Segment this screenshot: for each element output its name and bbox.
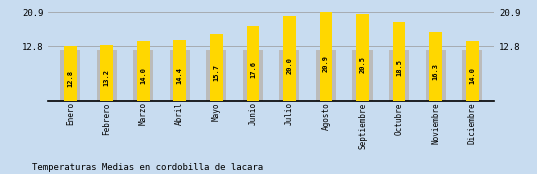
Text: 17.6: 17.6 xyxy=(250,61,256,78)
Bar xyxy=(389,50,409,101)
Bar xyxy=(429,32,442,101)
Text: 14.0: 14.0 xyxy=(140,67,146,84)
Text: 15.7: 15.7 xyxy=(213,64,220,81)
Bar xyxy=(279,50,300,101)
Text: 20.5: 20.5 xyxy=(359,56,366,73)
Bar xyxy=(462,50,482,101)
Bar xyxy=(64,46,77,101)
Text: 13.2: 13.2 xyxy=(104,69,110,86)
Bar xyxy=(60,50,81,101)
Bar xyxy=(352,50,373,101)
Text: 20.0: 20.0 xyxy=(286,57,293,74)
Text: Temperaturas Medias en cordobilla de lacara: Temperaturas Medias en cordobilla de lac… xyxy=(32,163,263,172)
Bar xyxy=(206,50,227,101)
Bar xyxy=(137,41,150,101)
Text: 16.3: 16.3 xyxy=(433,63,439,80)
Text: 14.0: 14.0 xyxy=(469,67,475,84)
Text: 14.4: 14.4 xyxy=(177,67,183,84)
Bar xyxy=(246,26,259,101)
Text: 20.9: 20.9 xyxy=(323,55,329,72)
Bar xyxy=(170,50,190,101)
Bar xyxy=(100,45,113,101)
Bar xyxy=(393,22,405,101)
Bar xyxy=(243,50,263,101)
Bar xyxy=(97,50,117,101)
Bar xyxy=(425,50,446,101)
Bar xyxy=(210,34,223,101)
Bar xyxy=(320,12,332,101)
Bar xyxy=(133,50,154,101)
Text: 12.8: 12.8 xyxy=(67,70,73,86)
Bar xyxy=(173,40,186,101)
Bar xyxy=(316,50,336,101)
Bar xyxy=(466,41,478,101)
Bar xyxy=(356,14,369,101)
Text: 18.5: 18.5 xyxy=(396,59,402,76)
Bar xyxy=(283,16,296,101)
